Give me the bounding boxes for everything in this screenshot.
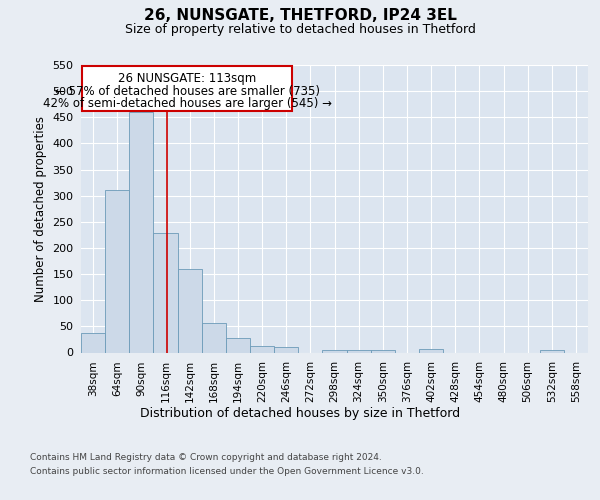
Text: Distribution of detached houses by size in Thetford: Distribution of detached houses by size … — [140, 408, 460, 420]
FancyBboxPatch shape — [82, 66, 292, 111]
Bar — [347, 350, 371, 352]
Bar — [540, 350, 564, 352]
Bar — [129, 112, 154, 352]
Bar — [81, 332, 105, 352]
Bar — [202, 322, 226, 352]
Bar — [226, 338, 250, 352]
Text: ← 57% of detached houses are smaller (735): ← 57% of detached houses are smaller (73… — [55, 85, 320, 98]
Bar — [178, 269, 202, 352]
Bar — [322, 350, 347, 352]
Text: Contains HM Land Registry data © Crown copyright and database right 2024.: Contains HM Land Registry data © Crown c… — [30, 454, 382, 462]
Bar — [419, 350, 443, 352]
Text: Contains public sector information licensed under the Open Government Licence v3: Contains public sector information licen… — [30, 467, 424, 476]
Text: 26 NUNSGATE: 113sqm: 26 NUNSGATE: 113sqm — [118, 72, 256, 86]
Bar — [105, 190, 129, 352]
Bar — [274, 348, 298, 352]
Bar — [250, 346, 274, 352]
Bar — [154, 234, 178, 352]
Text: Size of property relative to detached houses in Thetford: Size of property relative to detached ho… — [125, 22, 475, 36]
Y-axis label: Number of detached properties: Number of detached properties — [34, 116, 47, 302]
Text: 42% of semi-detached houses are larger (545) →: 42% of semi-detached houses are larger (… — [43, 98, 332, 110]
Bar — [371, 350, 395, 352]
Text: 26, NUNSGATE, THETFORD, IP24 3EL: 26, NUNSGATE, THETFORD, IP24 3EL — [143, 8, 457, 22]
